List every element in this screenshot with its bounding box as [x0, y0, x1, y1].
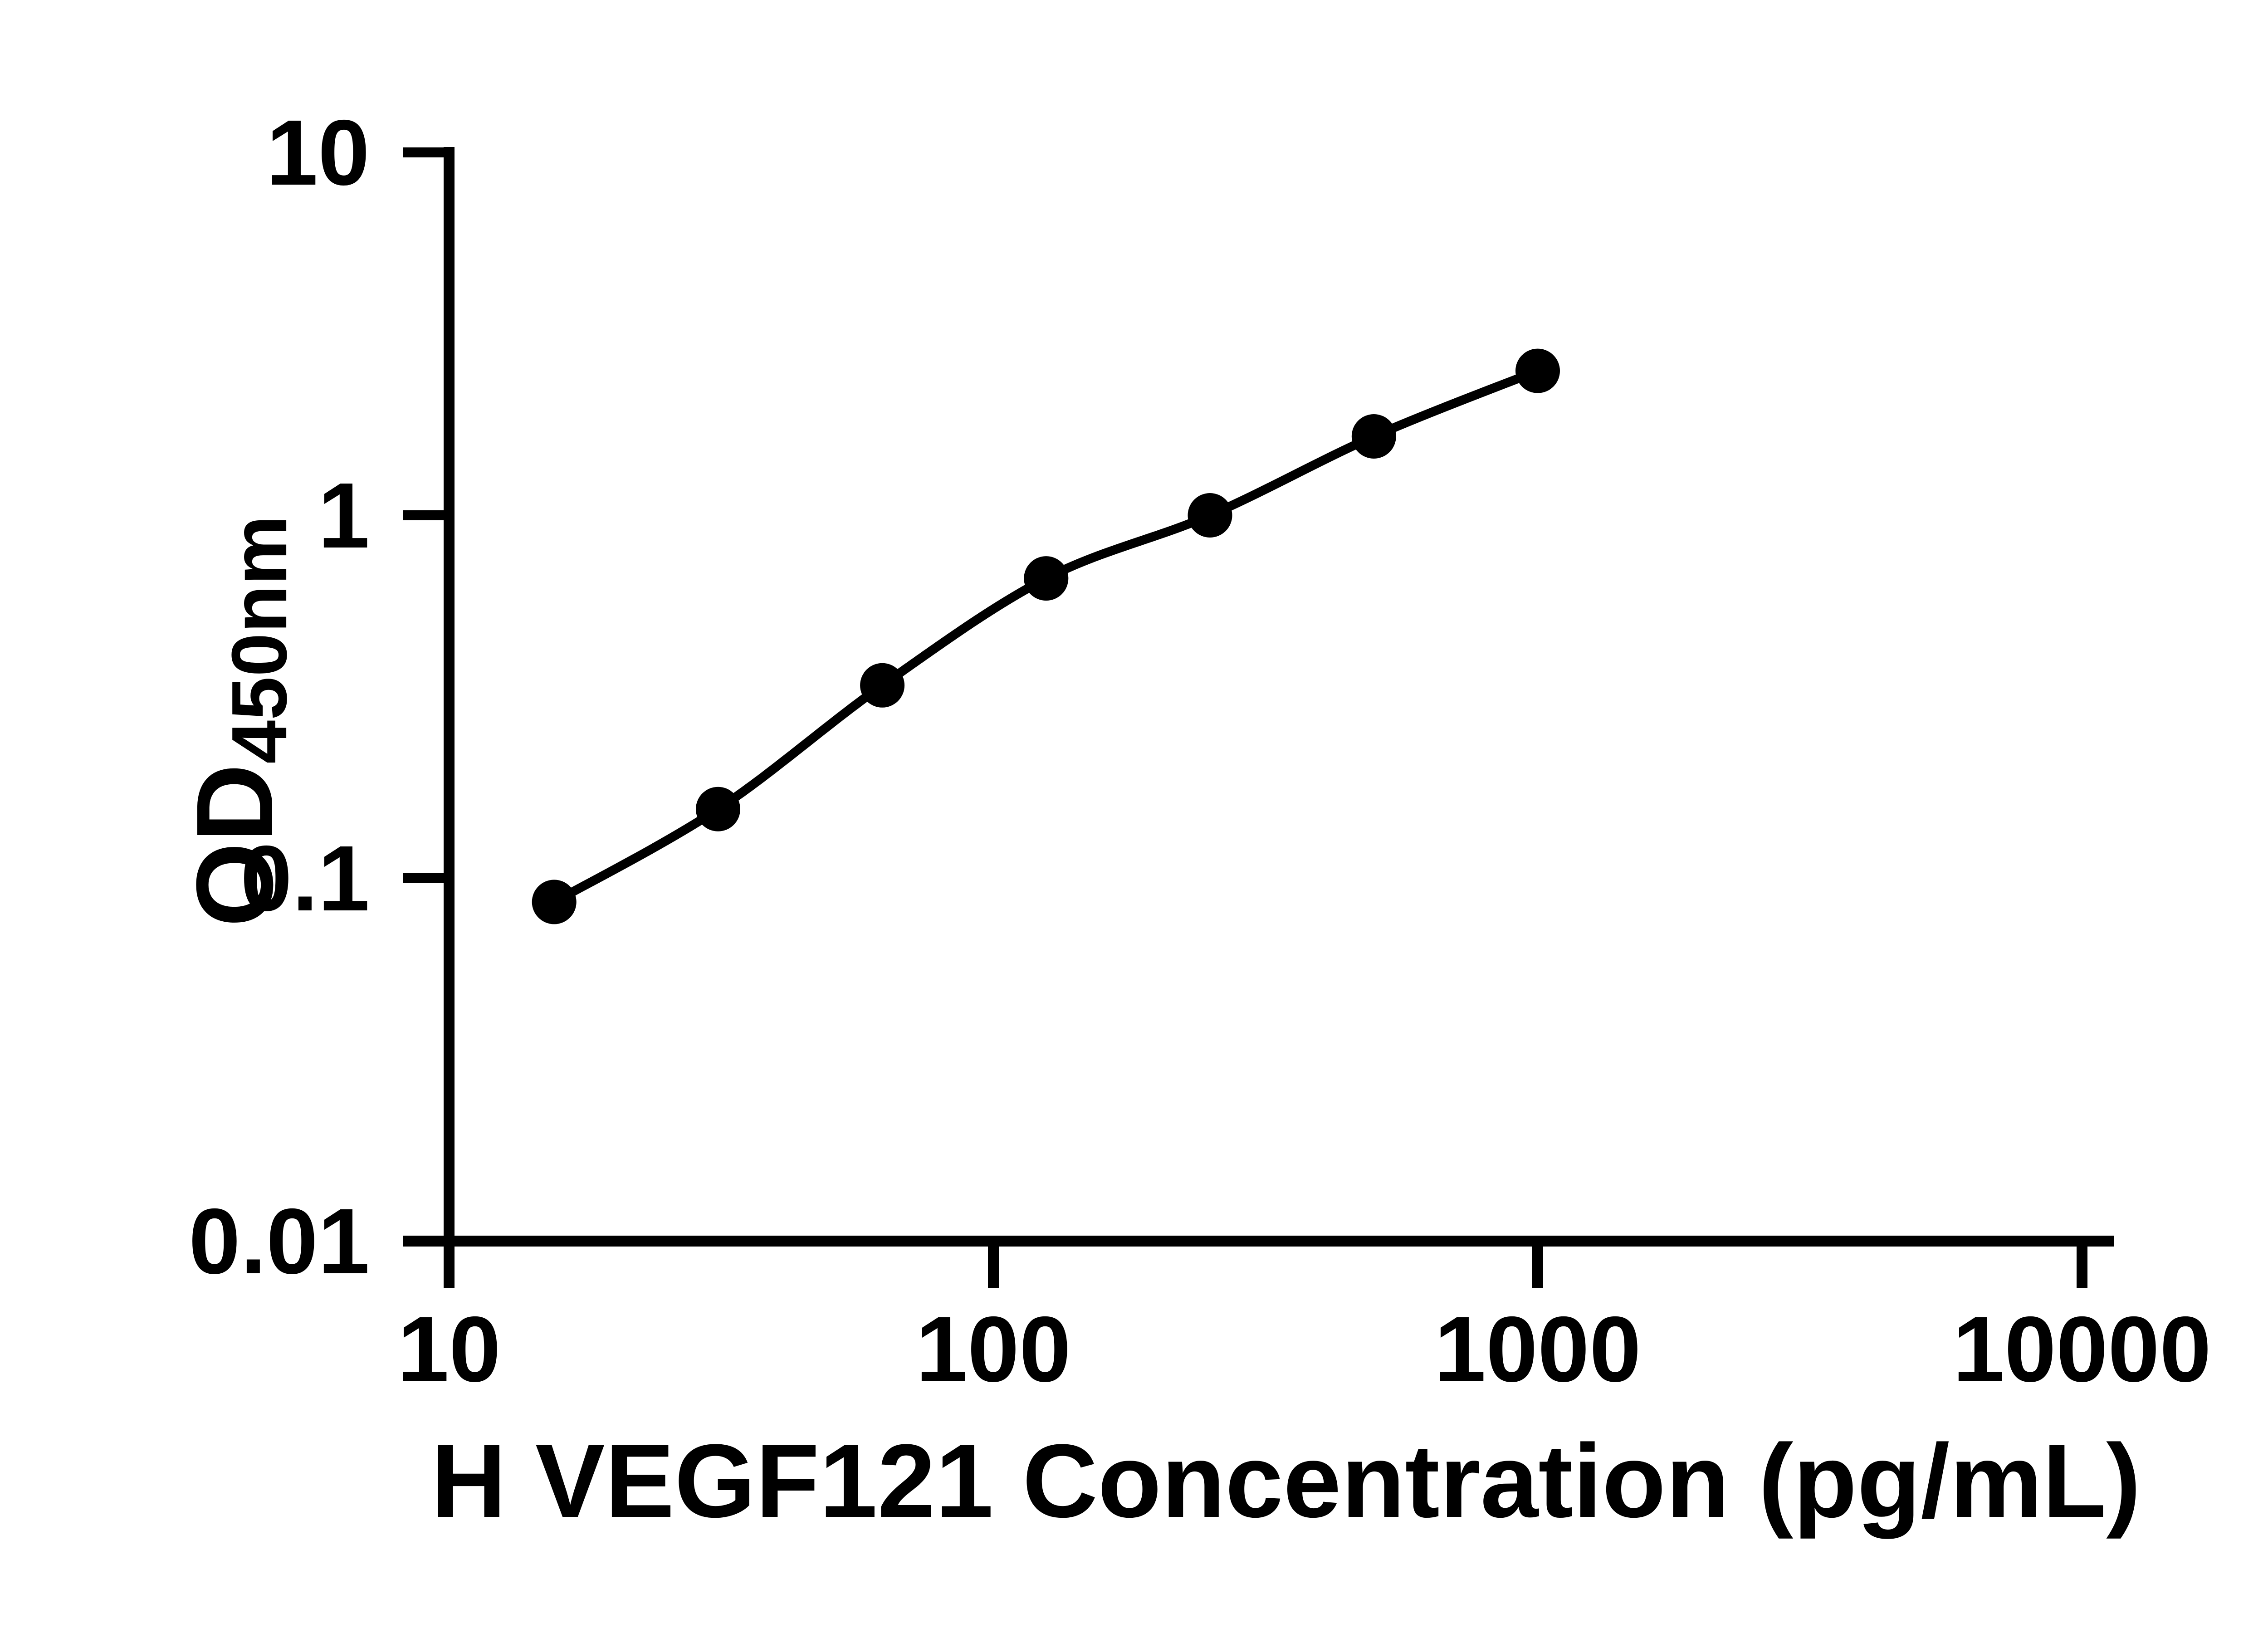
data-point-x1000: [1515, 348, 1560, 393]
x-axis-title: H VEGF121 Concentration (pg/mL): [431, 1423, 2141, 1539]
x-tick-label-100: 100: [915, 1297, 1071, 1401]
data-point-x62.5: [860, 663, 905, 708]
data-point-x15.6: [532, 880, 577, 924]
data-point-x500: [1351, 414, 1396, 459]
x-tick-label-10: 10: [397, 1297, 501, 1401]
y-tick-label-0.1: 0.1: [240, 826, 370, 930]
x-tick-label-10000: 10000: [1952, 1297, 2212, 1401]
x-tick-label-1000: 1000: [1434, 1297, 1642, 1401]
y-axis-title-main: OD: [174, 763, 295, 927]
data-point-x125: [1024, 556, 1069, 601]
y-axis-title-subscript: 450nm: [215, 515, 303, 764]
data-point-x31.2: [696, 787, 740, 831]
y-tick-label-10: 10: [266, 101, 370, 205]
data-point-x250: [1188, 493, 1232, 538]
y-tick-label-1: 1: [318, 464, 370, 567]
y-axis-title: OD450nm: [174, 222, 303, 1220]
y-tick-label-0.01: 0.01: [189, 1189, 370, 1293]
